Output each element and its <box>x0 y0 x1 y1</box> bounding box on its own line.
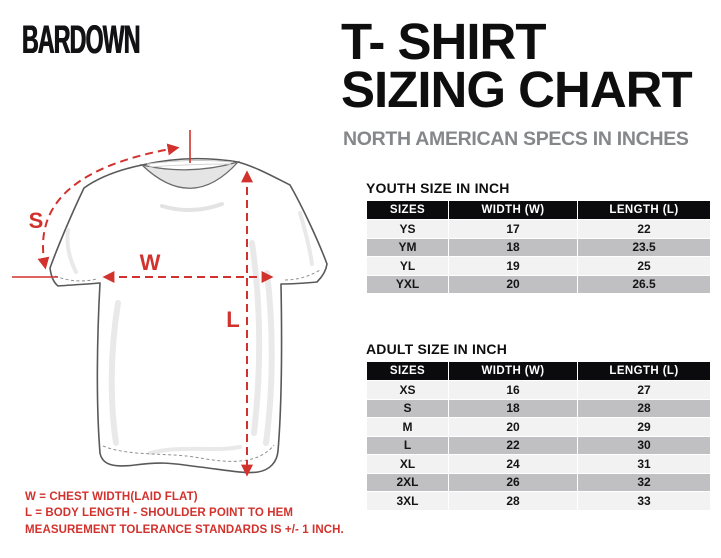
column-header: WIDTH (W) <box>448 200 578 220</box>
table-cell: 3XL <box>366 491 449 511</box>
page-title: T- SHIRT SIZING CHART <box>341 13 721 118</box>
table-row: S 18 28 <box>366 398 711 418</box>
youth-size-section: YOUTH SIZE IN INCH SIZES WIDTH (W) LENGTH … <box>366 180 711 294</box>
table-cell: 31 <box>577 454 711 474</box>
adult-size-table: SIZES WIDTH (W) LENGTH (L) XS 16 27 S 18 28 M 20 29… <box>366 361 711 511</box>
table-cell: YM <box>366 237 449 257</box>
table-cell: YXL <box>366 274 449 294</box>
column-header: LENGTH (L) <box>577 200 711 220</box>
title-line1: T- SHIRT <box>341 13 547 70</box>
header-row: SIZES WIDTH (W) LENGTH (L) <box>366 361 711 381</box>
table-cell: 26.5 <box>577 274 711 294</box>
table-row: XL 24 31 <box>366 454 711 474</box>
table-cell: 30 <box>577 435 711 455</box>
table-cell: 32 <box>577 472 711 492</box>
table-cell: 17 <box>448 219 578 239</box>
column-header: SIZES <box>366 200 449 220</box>
sleeve-arrow <box>37 143 180 270</box>
table-cell: XL <box>366 454 449 474</box>
table-row: YXL 20 26.5 <box>366 274 711 294</box>
tshirt-outline <box>49 157 328 474</box>
table-row: YS 17 22 <box>366 219 711 239</box>
table-cell: 24 <box>448 454 578 474</box>
table-cell: 29 <box>577 417 711 437</box>
l-label: L <box>226 307 239 332</box>
table-row: M 20 29 <box>366 417 711 437</box>
table-cell: 26 <box>448 472 578 492</box>
table-row: 3XL 28 33 <box>366 491 711 511</box>
table-cell: S <box>366 398 449 418</box>
table-cell: 19 <box>448 256 578 276</box>
table-cell: 20 <box>448 417 578 437</box>
table-cell: 25 <box>577 256 711 276</box>
table-cell: 28 <box>448 491 578 511</box>
bardown-logo: BARDOWN <box>22 18 141 62</box>
page-subtitle: NORTH AMERICAN SPECS IN INCHES <box>343 128 689 150</box>
header-row: SIZES WIDTH (W) LENGTH (L) <box>366 200 711 220</box>
table-cell: XS <box>366 380 449 400</box>
stitch-lines <box>54 269 321 462</box>
table-cell: 22 <box>448 435 578 455</box>
measurement-notes: W = CHEST WIDTH(LAID FLAT) L = BODY LENG… <box>25 489 344 538</box>
youth-table-title: YOUTH SIZE IN INCH <box>366 180 510 196</box>
table-row: YL 19 25 <box>366 256 711 276</box>
column-header: SIZES <box>366 361 449 381</box>
column-header: LENGTH (L) <box>577 361 711 381</box>
tshirt-measurement-diagram: S W L <box>12 130 328 477</box>
table-cell: YL <box>366 256 449 276</box>
table-cell: 20 <box>448 274 578 294</box>
table-cell: 2XL <box>366 472 449 492</box>
table-cell: 16 <box>448 380 578 400</box>
table-cell: M <box>366 417 449 437</box>
table-row: YM 18 23.5 <box>366 237 711 257</box>
table-cell: 18 <box>448 237 578 257</box>
table-row: L 22 30 <box>366 435 711 455</box>
note-tolerance: MEASUREMENT TOLERANCE STANDARDS IS +/- 1… <box>25 523 344 536</box>
table-row: XS 16 27 <box>366 380 711 400</box>
s-label: S <box>29 208 44 233</box>
table-cell: 33 <box>577 491 711 511</box>
w-label: W <box>140 250 161 275</box>
table-cell: 18 <box>448 398 578 418</box>
adult-table-title: ADULT SIZE IN INCH <box>366 341 508 357</box>
adult-size-section: ADULT SIZE IN INCH SIZES WIDTH (W) LENGTH … <box>366 341 711 511</box>
note-length: L = BODY LENGTH - SHOULDER POINT TO HEM <box>25 507 294 520</box>
table-cell: YS <box>366 219 449 239</box>
measurement-arrows <box>12 130 274 477</box>
title-line2: SIZING CHART <box>341 61 693 118</box>
note-width: W = CHEST WIDTH(LAID FLAT) <box>25 491 198 503</box>
table-row: 2XL 26 32 <box>366 472 711 492</box>
table-cell: 28 <box>577 398 711 418</box>
column-header: WIDTH (W) <box>448 361 578 381</box>
table-cell: 27 <box>577 380 711 400</box>
youth-size-table: SIZES WIDTH (W) LENGTH (L) YS 17 22 YM 18 23.5 YL… <box>366 200 711 294</box>
measurement-labels: S W L <box>29 208 240 332</box>
table-cell: 22 <box>577 219 711 239</box>
table-cell: L <box>366 435 449 455</box>
table-cell: 23.5 <box>577 237 711 257</box>
